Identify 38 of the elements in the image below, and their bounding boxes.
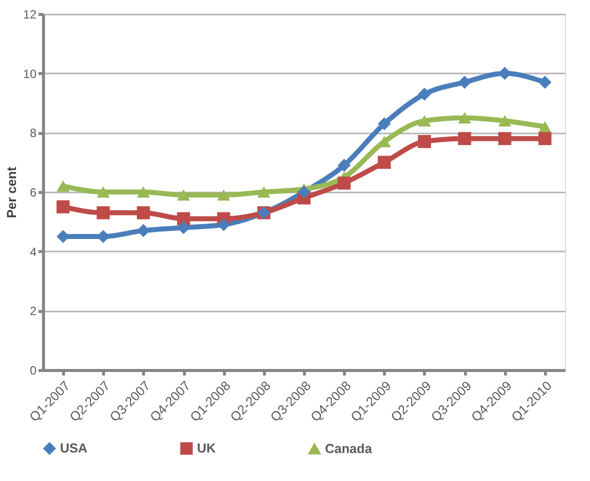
point xyxy=(338,176,351,190)
point xyxy=(418,88,431,101)
point xyxy=(56,180,70,192)
point xyxy=(498,132,512,146)
point xyxy=(136,186,150,198)
point xyxy=(96,206,110,220)
point xyxy=(257,186,270,198)
point xyxy=(297,185,311,199)
point xyxy=(217,218,230,232)
legend-label: USA xyxy=(60,440,88,456)
y-tick-label: 4 xyxy=(30,244,37,259)
y-tick-label: 0 xyxy=(30,364,37,378)
y-tick-label: 10 xyxy=(23,66,37,81)
y-tick-label: 6 xyxy=(30,186,37,200)
point xyxy=(498,115,512,126)
point xyxy=(458,112,472,124)
point xyxy=(458,76,472,89)
point xyxy=(96,186,110,198)
legend-label: UK xyxy=(197,440,216,456)
y-tick-label: 2 xyxy=(30,304,37,318)
point xyxy=(177,189,190,201)
y-tick-label: 8 xyxy=(30,126,37,140)
point xyxy=(136,224,150,238)
y-tick-label: 12 xyxy=(23,8,37,22)
point xyxy=(217,189,230,201)
point xyxy=(56,200,70,214)
point xyxy=(338,158,351,172)
point xyxy=(538,132,552,146)
point xyxy=(136,206,150,220)
y-axis-title: Per cent xyxy=(4,166,20,218)
point xyxy=(418,115,431,126)
point xyxy=(378,156,391,169)
point xyxy=(458,132,472,146)
point xyxy=(378,117,391,130)
point xyxy=(538,76,552,89)
point xyxy=(538,121,552,132)
point xyxy=(418,135,431,148)
legend-label: Canada xyxy=(325,440,373,456)
